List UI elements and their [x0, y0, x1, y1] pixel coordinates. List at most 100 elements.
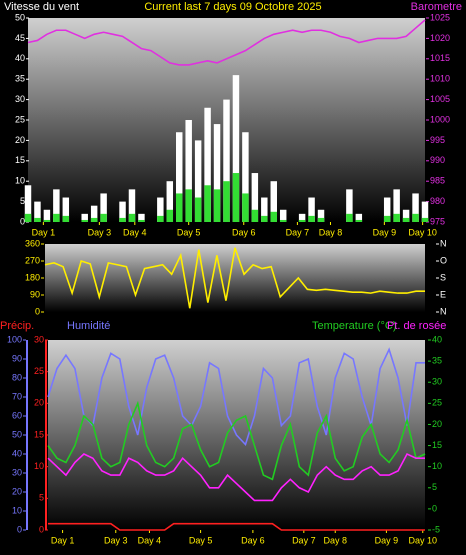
tick-label: 360 — [25, 238, 40, 248]
tick-label: 25 — [432, 398, 442, 408]
bar — [251, 173, 259, 222]
bar — [402, 209, 410, 222]
bar — [251, 209, 259, 222]
x-tick-label: Day 9 — [373, 227, 397, 237]
x-tick-label: Day 5 — [189, 535, 213, 545]
tick-label: 270 — [25, 255, 40, 265]
x-tick-label: Day 4 — [138, 535, 162, 545]
tick-label: 90 — [30, 289, 40, 299]
bar — [223, 99, 230, 222]
bar — [421, 217, 429, 222]
series-line — [47, 452, 425, 502]
bar — [185, 120, 192, 222]
tick-label: 70 — [12, 391, 22, 401]
bar — [412, 193, 419, 222]
tick-label: 15 — [15, 155, 25, 165]
tick-label: O — [440, 255, 447, 265]
bar — [24, 185, 32, 222]
tick-label: 5 — [20, 196, 25, 206]
tick-label: 20 — [34, 398, 44, 408]
x-tick-label: Day 3 — [88, 227, 112, 237]
tick-label: N — [440, 238, 447, 248]
tick-label: 985 — [430, 176, 445, 186]
bar — [393, 189, 400, 222]
bar — [128, 213, 136, 222]
bar — [166, 209, 174, 222]
tick-label: 990 — [430, 155, 445, 165]
tick-label: 20 — [12, 486, 22, 496]
bar — [194, 197, 202, 222]
bar — [270, 181, 277, 222]
tick-label: 1010 — [430, 74, 450, 84]
bar — [34, 201, 41, 222]
bar — [412, 213, 419, 222]
series-line — [27, 19, 426, 66]
tick-label: 0 — [39, 524, 44, 534]
x-tick-label: Day 8 — [319, 227, 343, 237]
bar — [53, 189, 60, 222]
tick-label: 975 — [430, 216, 445, 226]
tick-label: 0 — [17, 524, 22, 534]
bar — [176, 132, 183, 222]
tick-label: 25 — [34, 366, 44, 376]
tick-label: 80 — [12, 372, 22, 382]
tick-label: 50 — [15, 12, 25, 22]
bar — [204, 185, 211, 222]
bar — [43, 209, 51, 222]
tick-label: 20 — [432, 419, 442, 429]
bar — [90, 205, 98, 222]
bar — [43, 219, 51, 222]
tick-label: 1015 — [430, 53, 450, 63]
bar — [279, 209, 287, 222]
tick-label: 40 — [12, 448, 22, 458]
bar — [346, 213, 353, 222]
bar — [232, 173, 240, 222]
tick-label: 5 — [432, 482, 437, 492]
bar — [213, 189, 221, 222]
tick-label: 30 — [15, 94, 25, 104]
x-tick-label: Day 1 — [32, 227, 56, 237]
bar — [279, 219, 287, 222]
bar — [100, 193, 107, 222]
tick-label: 40 — [432, 334, 442, 344]
plot-background — [45, 244, 425, 312]
bar — [194, 140, 202, 222]
tick-label: 10 — [432, 461, 442, 471]
tick-label: 980 — [430, 196, 445, 206]
x-tick-label: Day 9 — [375, 535, 399, 545]
series-label: Humidité — [67, 320, 110, 332]
tick-label: 1025 — [430, 12, 450, 22]
x-tick-label: Day 6 — [241, 535, 265, 545]
x-tick-label: Day 4 — [123, 227, 147, 237]
tick-label: 0 — [432, 503, 437, 513]
tick-label: 5 — [39, 493, 44, 503]
bar — [166, 181, 174, 222]
bar — [176, 193, 183, 222]
tick-label: 35 — [432, 355, 442, 365]
bar — [223, 181, 230, 222]
bar — [100, 213, 107, 222]
tick-label: 30 — [12, 467, 22, 477]
bar — [157, 215, 164, 222]
series-label: Précip. — [0, 320, 34, 332]
bar — [34, 217, 41, 222]
series-label: Barometre — [411, 1, 462, 13]
tick-label: 0 — [35, 306, 40, 316]
tick-label: 90 — [12, 353, 22, 363]
bar — [383, 197, 391, 222]
bar — [119, 201, 126, 222]
series-label: Vitesse du vent — [4, 1, 79, 13]
bar — [90, 217, 98, 222]
bar — [308, 215, 315, 222]
bar — [138, 213, 145, 222]
bar — [298, 213, 306, 222]
bar — [355, 213, 363, 222]
tick-label: -5 — [432, 524, 440, 534]
chart-title: Current last 7 days 09 Octobre 2025 — [144, 1, 321, 13]
bar — [393, 213, 400, 222]
bar — [213, 124, 221, 222]
x-tick-label: Day 3 — [104, 535, 128, 545]
series-line — [48, 522, 425, 531]
x-tick-label: Day 1 — [51, 535, 75, 545]
